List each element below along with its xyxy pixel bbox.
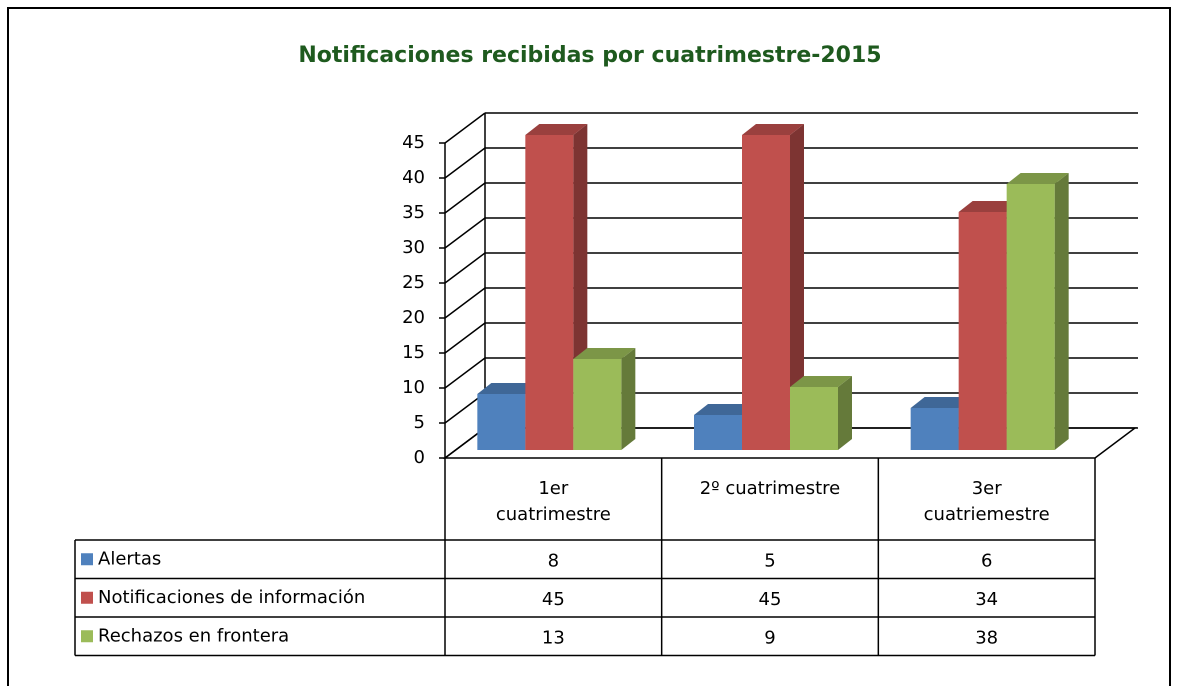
- table-value: 5: [764, 550, 775, 571]
- y-tick-label: 45: [402, 132, 425, 153]
- bar-side: [621, 348, 636, 450]
- y-tick-label: 35: [402, 202, 425, 223]
- grid-line-side: [444, 112, 486, 144]
- bar: [477, 394, 526, 450]
- category-cell: 1er cuatrimestre: [495, 478, 611, 525]
- y-tick-label: 30: [402, 237, 425, 258]
- bar: [1006, 184, 1055, 450]
- grid-line-side: [444, 357, 486, 389]
- grid-line-side: [444, 147, 486, 179]
- y-tick-label: 25: [402, 272, 425, 293]
- bar: [958, 212, 1007, 450]
- bar-side: [790, 124, 804, 450]
- legend-key: [81, 591, 93, 604]
- table-value: 9: [764, 627, 775, 648]
- bar-top: [573, 348, 636, 359]
- y-tick-label: 5: [414, 412, 425, 433]
- bar-top: [694, 404, 756, 415]
- chart-title: Notificaciones recibidas por cuatrimestr…: [298, 43, 881, 68]
- bar: [790, 387, 838, 450]
- grid-line-side: [444, 287, 486, 319]
- grid-line-side: [444, 322, 486, 354]
- table-value: 38: [975, 627, 998, 648]
- bar-top: [958, 201, 1021, 212]
- grid-line-side: [444, 252, 486, 284]
- category-cell: 3er cuatriemestre: [923, 478, 1050, 525]
- legend-label: Notificaciones de información: [98, 587, 365, 608]
- y-tick-label: 40: [402, 167, 425, 188]
- x-tick-label: 3er cuatriemestre: [923, 478, 1050, 525]
- bar-top: [910, 397, 973, 408]
- y-tick-label: 15: [402, 342, 425, 363]
- bar-top: [525, 124, 588, 135]
- bar-top: [1006, 173, 1069, 184]
- legend-label: Rechazos en frontera: [98, 625, 289, 646]
- grid-line-side: [444, 182, 486, 214]
- bar: [910, 408, 959, 450]
- bar: [742, 135, 790, 450]
- x-tick-label: 1er cuatrimestre: [495, 478, 611, 525]
- bar-side: [838, 376, 852, 450]
- bar-top: [790, 376, 852, 387]
- bar-top: [477, 383, 540, 394]
- frame: [7, 7, 1171, 686]
- table-value: 45: [542, 589, 565, 610]
- table-value: 6: [981, 550, 992, 571]
- table-value: 13: [542, 627, 565, 648]
- legend-key: [81, 553, 93, 566]
- bar: [525, 135, 574, 450]
- bar: [573, 359, 622, 450]
- legend-label: Alertas: [98, 548, 161, 569]
- table-value: 34: [975, 589, 998, 610]
- grid-line-side: [444, 217, 486, 249]
- table-value: 45: [759, 589, 782, 610]
- x-tick-label: 2º cuatrimestre: [699, 478, 841, 499]
- bar-side: [1054, 173, 1069, 450]
- bar: [694, 415, 742, 450]
- y-tick-label: 10: [402, 377, 425, 398]
- y-tick-label: 20: [402, 307, 425, 328]
- category-cell: 2º cuatrimestre: [699, 478, 841, 499]
- legend-key: [81, 630, 93, 643]
- bar-top: [742, 124, 804, 135]
- y-tick-label: 0: [414, 447, 425, 468]
- table-value: 8: [548, 550, 559, 571]
